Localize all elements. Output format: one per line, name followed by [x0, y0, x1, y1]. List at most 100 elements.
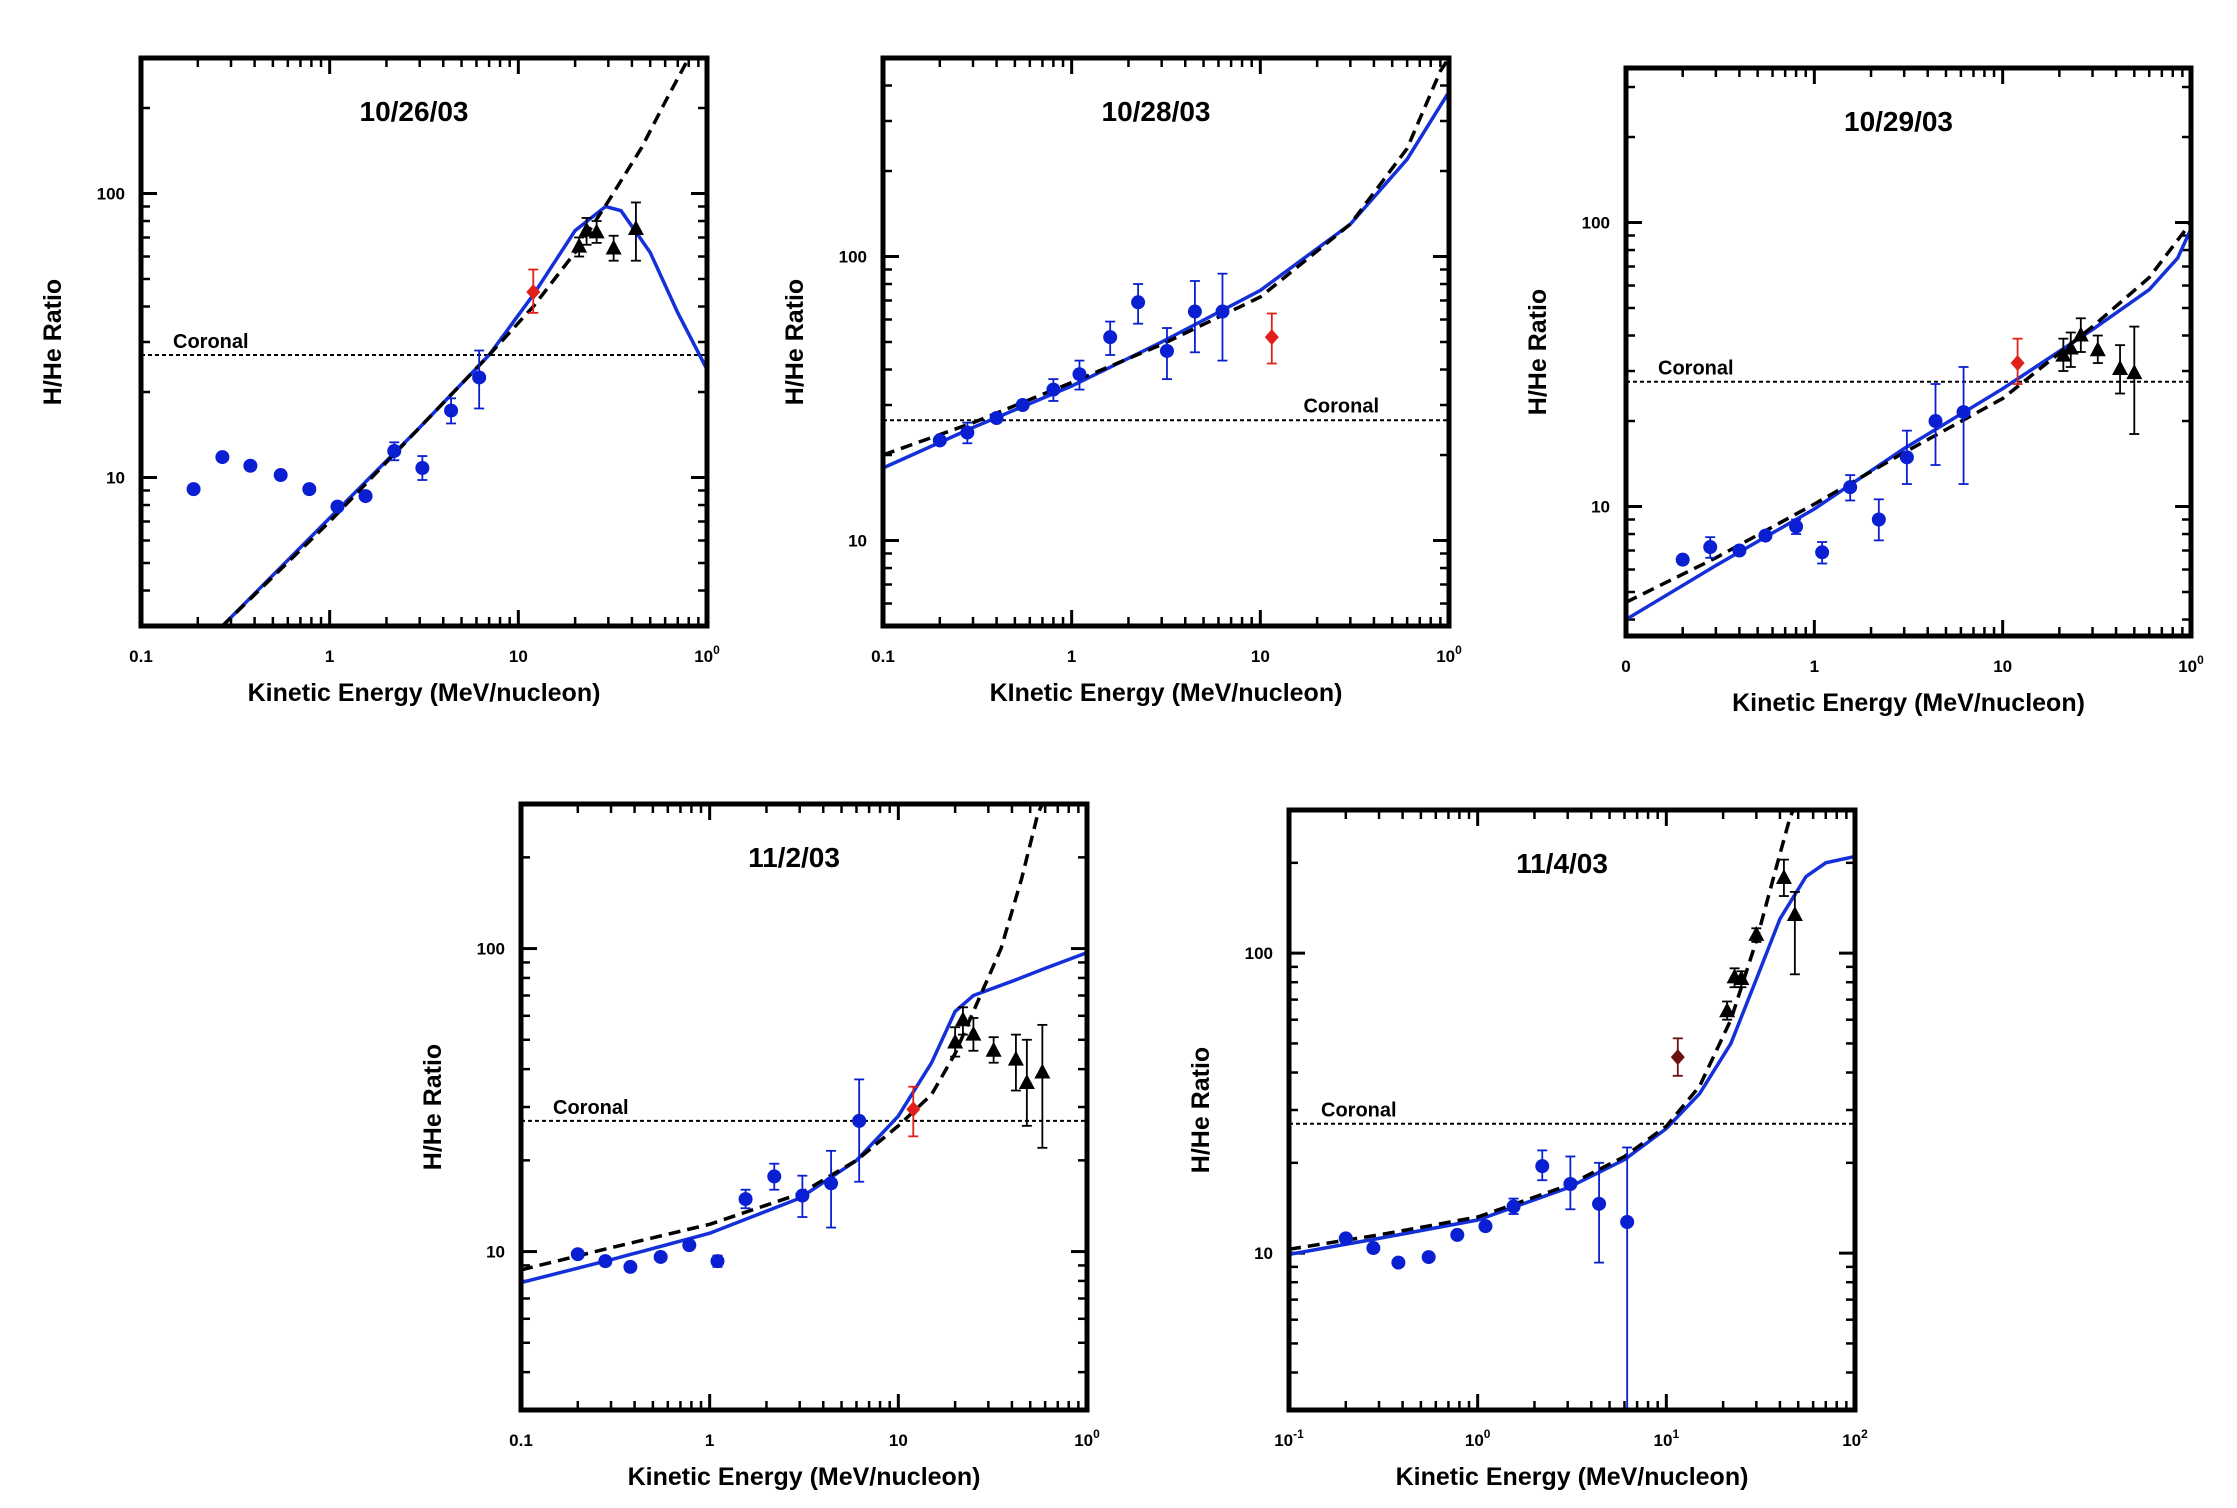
data-point-circle [444, 403, 459, 418]
data-point-circle [1159, 343, 1174, 358]
data-point-circle [387, 443, 402, 458]
data-point-circle [1421, 1250, 1436, 1265]
x-tick-label: 100 [1074, 1427, 1100, 1450]
x-axis-label: KInetic Energy (MeV/nucleon) [990, 679, 1343, 707]
data-point-circle [682, 1238, 697, 1253]
data-point-circle [1391, 1255, 1406, 1270]
chart-title: 10/29/03 [1844, 106, 1953, 137]
data-point-triangle [947, 1033, 964, 1049]
chart-title: 10/26/03 [360, 96, 469, 127]
data-point-circle [795, 1188, 810, 1203]
data-point-diamond [526, 283, 541, 300]
x-tick-label: 100 [694, 643, 720, 666]
x-tick-label: 10 [1251, 647, 1270, 666]
x-tick-label: 1 [1810, 657, 1819, 676]
data-point-triangle [1034, 1063, 1051, 1079]
y-tick-label: 100 [97, 185, 125, 204]
data-point-triangle [571, 237, 588, 253]
data-point-circle [1015, 398, 1030, 413]
data-point-circle [1215, 304, 1230, 319]
data-point-circle [1758, 528, 1773, 543]
x-axis-label: Kinetic Energy (MeV/nucleon) [1396, 1463, 1749, 1491]
data-point-circle [1450, 1227, 1465, 1242]
data-point-diamond [1670, 1049, 1685, 1066]
model-curve-dashed [1626, 221, 2191, 604]
y-axis-label: H/He Ratio [1524, 289, 1552, 415]
model-curve-dashed [521, 804, 1044, 1272]
data-point-circle [653, 1249, 668, 1264]
x-axis-label: Kinetic Energy (MeV/nucleon) [248, 679, 601, 707]
y-tick-label: 100 [1582, 214, 1610, 233]
data-point-circle [1592, 1196, 1607, 1211]
data-point-circle [1338, 1231, 1353, 1246]
y-tick-label: 100 [1245, 944, 1273, 963]
x-tick-label: 0.1 [871, 647, 895, 666]
data-point-triangle [588, 223, 605, 239]
data-point-circle [710, 1254, 725, 1269]
data-point-circle [1899, 450, 1914, 465]
data-point-triangle [578, 221, 595, 237]
x-tick-label: 0.1 [509, 1431, 533, 1450]
data-point-triangle [1719, 1002, 1736, 1018]
data-point-triangle [2112, 359, 2129, 375]
y-axis-label: H/He Ratio [39, 279, 67, 405]
x-tick-label: 1 [325, 647, 334, 666]
model-curve-solid [221, 204, 707, 626]
data-point-circle [415, 461, 430, 476]
x-tick-label: 100 [2178, 653, 2204, 676]
x-axis-label: Kinetic Energy (MeV/nucleon) [1732, 689, 2085, 717]
data-point-circle [330, 499, 345, 514]
data-point-circle [1675, 552, 1690, 567]
x-axis-label: Kinetic Energy (MeV/nucleon) [628, 1463, 981, 1491]
data-point-triangle [2062, 339, 2079, 355]
data-point-circle [1732, 543, 1747, 558]
data-point-circle [472, 370, 487, 385]
data-point-triangle [1748, 925, 1765, 941]
y-tick-label: 10 [1254, 1244, 1273, 1263]
data-point-triangle [605, 239, 622, 255]
x-tick-label: 101 [1654, 1427, 1680, 1450]
coronal-label: Coronal [1321, 1100, 1397, 1122]
data-point-triangle [627, 219, 644, 235]
data-point-circle [273, 468, 288, 483]
data-point-circle [1871, 512, 1886, 527]
chart-title: 10/28/03 [1102, 96, 1211, 127]
data-point-circle [932, 433, 947, 448]
data-point-triangle [1775, 869, 1792, 885]
data-point-circle [738, 1192, 753, 1207]
model-curve-dashed [883, 58, 1449, 457]
y-tick-label: 10 [106, 469, 125, 488]
plot-frame [1623, 65, 2194, 639]
model-curve-solid [1626, 228, 2191, 622]
y-axis-label: H/He Ratio [781, 279, 809, 405]
data-point-circle [1535, 1159, 1550, 1174]
data-point-circle [623, 1259, 638, 1274]
data-point-circle [1478, 1219, 1493, 1234]
coronal-label: Coronal [1303, 395, 1379, 417]
data-point-circle [1103, 330, 1118, 345]
y-tick-label: 10 [848, 532, 867, 551]
x-tick-label: 0 [1621, 657, 1630, 676]
y-axis-label: H/He Ratio [419, 1044, 447, 1170]
data-point-triangle [2126, 364, 2143, 380]
data-point-circle [598, 1254, 613, 1269]
data-point-circle [824, 1176, 839, 1191]
model-curve-solid [1289, 854, 1855, 1257]
data-point-circle [570, 1247, 585, 1262]
data-point-circle [960, 425, 975, 440]
chart-panel-2: 0.1 1 10 100 10 100 KInetic Energy (MeV/nucleo… [781, 55, 1462, 707]
x-tick-label: 10-1 [1274, 1427, 1304, 1450]
data-point-circle [852, 1113, 867, 1128]
data-point-triangle [954, 1011, 971, 1027]
plot-frame [518, 801, 1090, 1413]
data-point-circle [243, 458, 258, 473]
chart-title: 11/2/03 [748, 842, 840, 873]
x-tick-label: 100 [1465, 1427, 1491, 1450]
plot-frame [880, 55, 1452, 629]
data-point-circle [1620, 1214, 1635, 1229]
data-point-diamond [2010, 355, 2025, 372]
chart-panel-4: 0.1 1 10 100 10 100 Kinetic Energy (MeV/nucleo… [419, 801, 1100, 1491]
chart-panel-1: 0.1 1 10 100 10 100 Kinetic Energy (MeV/nucleo… [39, 55, 720, 707]
data-point-diamond [1264, 329, 1279, 346]
data-point-circle [1928, 414, 1943, 429]
